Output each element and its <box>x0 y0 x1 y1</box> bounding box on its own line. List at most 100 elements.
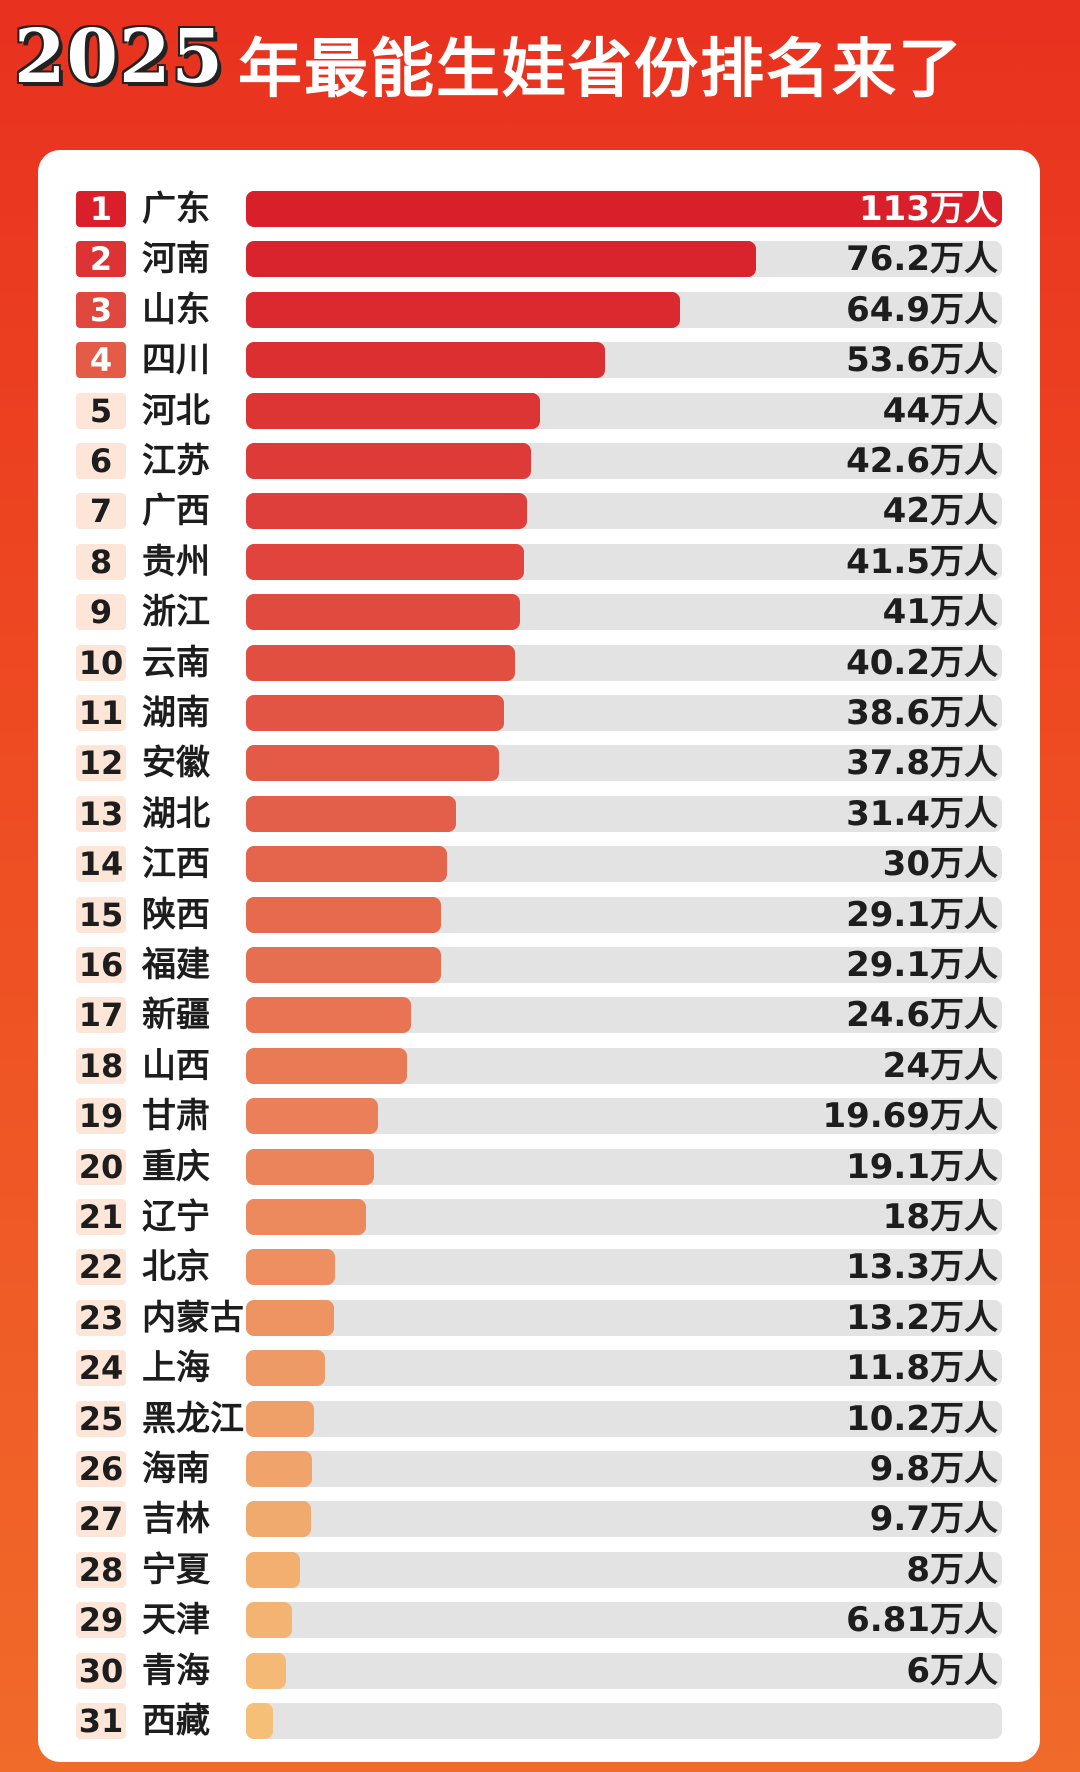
category-label: 湖南 <box>142 693 210 733</box>
bar <box>246 846 447 883</box>
rank-badge: 1 <box>76 191 126 227</box>
bar <box>246 1703 273 1739</box>
category-label: 广东 <box>142 189 210 229</box>
rank-badge: 11 <box>76 695 126 731</box>
rank-badge: 8 <box>76 543 126 580</box>
value-label: 19.1万人 <box>846 1146 998 1187</box>
rank-badge: 26 <box>76 1451 126 1487</box>
bar-row: 9 浙江 41万人 <box>38 587 1040 637</box>
bar <box>246 695 504 731</box>
value-label: 13.2万人 <box>846 1297 998 1338</box>
rank-badge: 21 <box>76 1199 126 1235</box>
value-label: 37.8万人 <box>846 743 998 784</box>
value-label: 18万人 <box>882 1197 998 1237</box>
rank-badge: 25 <box>76 1400 126 1437</box>
bar-row: 28 宁夏 8万人 <box>38 1545 1040 1595</box>
bar <box>246 795 456 832</box>
category-label: 甘肃 <box>142 1096 210 1137</box>
category-label: 河北 <box>142 390 210 431</box>
bar-row: 25 黑龙江 10.2万人 <box>38 1394 1040 1444</box>
category-label: 山东 <box>142 289 210 330</box>
bar-row: 8 贵州 41.5万人 <box>38 537 1040 587</box>
rank-badge: 16 <box>76 947 126 983</box>
value-label: 38.6万人 <box>846 693 998 733</box>
bar-track <box>246 1652 1002 1689</box>
bar <box>246 1098 378 1135</box>
bar-track <box>246 1299 1002 1336</box>
bar <box>246 1400 314 1437</box>
value-label: 41.5万人 <box>846 541 998 582</box>
bar-row: 23 内蒙古 13.2万人 <box>38 1293 1040 1343</box>
bar <box>246 342 605 379</box>
rank-badge: 14 <box>76 846 126 883</box>
value-label: 40.2万人 <box>846 642 998 683</box>
bar-track <box>246 1350 1002 1387</box>
category-label: 北京 <box>142 1247 210 1288</box>
rank-badge: 22 <box>76 1249 126 1286</box>
bar <box>246 1602 292 1639</box>
category-label: 福建 <box>142 945 210 985</box>
bar <box>246 1148 374 1185</box>
bar <box>246 1451 312 1487</box>
bar <box>246 947 441 983</box>
bar <box>246 997 411 1034</box>
category-label: 云南 <box>142 642 210 683</box>
value-label: 8万人 <box>906 1549 998 1590</box>
bar-track <box>246 1501 1002 1538</box>
category-label: 安徽 <box>142 743 210 784</box>
category-label: 新疆 <box>142 995 210 1036</box>
page-title: 年最能生娃省份排名来了 <box>238 33 964 107</box>
bar <box>246 291 680 328</box>
rank-badge: 4 <box>76 342 126 379</box>
category-label: 贵州 <box>142 541 210 582</box>
rank-badge: 19 <box>76 1098 126 1135</box>
value-label: 24.6万人 <box>846 995 998 1036</box>
value-label: 6万人 <box>906 1650 998 1691</box>
bar-row: 11 湖南 38.6万人 <box>38 688 1040 738</box>
bar <box>246 1551 300 1588</box>
bar-row: 13 湖北 31.4万人 <box>38 789 1040 839</box>
value-label: 53.6万人 <box>846 340 998 381</box>
category-label: 浙江 <box>142 592 210 633</box>
rank-badge: 9 <box>76 594 126 631</box>
bar-track <box>246 1249 1002 1286</box>
category-label: 广西 <box>142 491 210 532</box>
bar <box>246 1652 286 1689</box>
bar-row: 12 安徽 37.8万人 <box>38 738 1040 788</box>
bar-row: 2 河南 76.2万人 <box>38 234 1040 284</box>
bar-row: 31 西藏 <box>38 1696 1040 1746</box>
value-label: 11.8万人 <box>846 1348 998 1389</box>
bar-chart: 1 广东 113万人 2 河南 76.2万人 3 山东 64.9万人 4 四川 53.6万人 5 河北 44… <box>38 150 1040 1762</box>
rank-badge: 24 <box>76 1350 126 1387</box>
value-label: 113万人 <box>859 189 998 229</box>
bar-row: 5 河北 44万人 <box>38 386 1040 436</box>
category-label: 陕西 <box>142 894 210 935</box>
bar-row: 24 上海 11.8万人 <box>38 1343 1040 1393</box>
category-label: 四川 <box>142 340 210 381</box>
bar-track <box>246 1703 1002 1739</box>
bar-track <box>246 1451 1002 1487</box>
category-label: 江西 <box>142 844 210 885</box>
bar <box>246 1350 325 1387</box>
bar <box>246 241 756 278</box>
bar <box>246 644 515 681</box>
category-label: 青海 <box>142 1650 210 1691</box>
category-label: 天津 <box>142 1600 210 1641</box>
bar-row: 16 福建 29.1万人 <box>38 940 1040 990</box>
rank-badge: 27 <box>76 1501 126 1538</box>
rank-badge: 10 <box>76 644 126 681</box>
value-label: 41万人 <box>882 592 998 633</box>
value-label: 9.7万人 <box>869 1499 998 1540</box>
bar-row: 4 四川 53.6万人 <box>38 335 1040 385</box>
bar-track <box>246 1400 1002 1437</box>
value-label: 31.4万人 <box>846 793 998 834</box>
value-label: 29.1万人 <box>846 894 998 935</box>
rank-badge: 23 <box>76 1299 126 1336</box>
bar-row: 3 山东 64.9万人 <box>38 285 1040 335</box>
bar-track <box>246 1602 1002 1639</box>
category-label: 山西 <box>142 1045 210 1086</box>
value-label: 19.69万人 <box>822 1096 998 1137</box>
value-label: 10.2万人 <box>846 1398 998 1439</box>
value-label: 76.2万人 <box>846 239 998 280</box>
bar <box>246 1299 334 1336</box>
